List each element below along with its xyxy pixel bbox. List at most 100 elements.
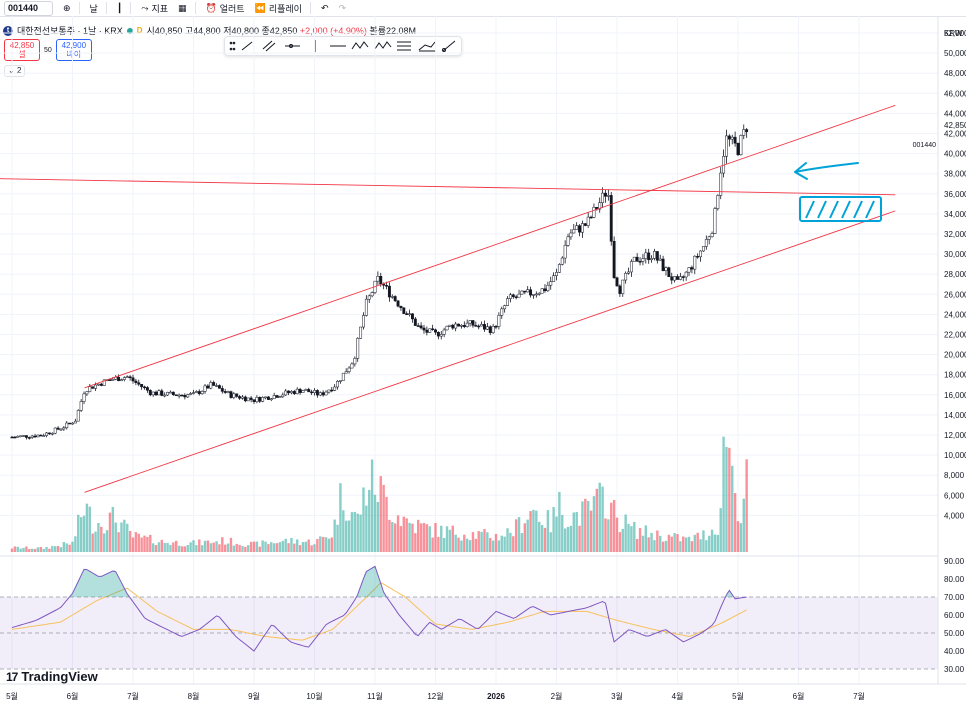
candle-body <box>379 276 383 285</box>
volume-bar <box>595 488 599 552</box>
candle-body <box>353 358 357 365</box>
volume-bar <box>339 483 342 552</box>
candle-body <box>557 264 561 273</box>
volume-bar <box>68 544 71 552</box>
volume-bar <box>218 544 221 552</box>
volume-bar <box>402 516 406 552</box>
rsi-panel <box>0 596 938 670</box>
drag-handle-icon[interactable] <box>229 41 236 51</box>
volume-bar <box>71 541 74 552</box>
undo-icon[interactable]: ↶ <box>320 2 329 13</box>
candle-body <box>364 298 368 316</box>
long-position-icon[interactable] <box>418 41 436 52</box>
volume-bar <box>241 546 244 552</box>
candle-body <box>53 427 57 434</box>
rsi-tick-label: 90.00 <box>944 557 965 566</box>
delayed-badge: D <box>136 26 143 35</box>
redo-icon[interactable]: ↷ <box>338 2 347 13</box>
volume-bar <box>36 547 40 552</box>
volume-bar <box>503 536 506 552</box>
candle-body <box>356 338 360 359</box>
fib-retracement-icon[interactable] <box>397 41 411 51</box>
volume-bar <box>111 506 115 552</box>
volume-bar <box>327 538 331 552</box>
candle-body <box>131 377 135 382</box>
candle-style-icon[interactable]: ┃ <box>116 2 123 13</box>
candle-body <box>315 390 319 396</box>
alerts-button[interactable]: ⏰ 얼러트 <box>206 2 245 15</box>
replay-button[interactable]: ⏪ 리플레이 <box>255 2 302 15</box>
candle-body <box>321 392 325 396</box>
rsi-tick-label: 70.00 <box>944 593 965 602</box>
volume-bar <box>62 542 66 552</box>
candle-body <box>658 258 662 261</box>
trendline <box>84 104 896 389</box>
compare-icon[interactable]: ⊕ <box>63 2 71 13</box>
rsi-lines <box>11 565 747 652</box>
x-tick-label: 6월 <box>67 691 79 701</box>
candle-body <box>313 390 316 393</box>
x-tick-label: 10월 <box>306 691 322 701</box>
path-icon[interactable] <box>351 41 369 50</box>
toolbar-divider <box>194 2 196 14</box>
candle-body <box>27 437 31 439</box>
candle-body <box>609 195 613 242</box>
volume-bar <box>126 523 129 552</box>
candle-body <box>10 436 14 439</box>
indicator-collapse-button[interactable]: ⌄ 2 <box>4 65 26 77</box>
candle-body <box>580 223 584 233</box>
templates-icon[interactable]: ▦ <box>178 2 187 13</box>
y-tick-label: 28,000 <box>944 270 966 279</box>
volume-bar <box>563 528 567 552</box>
xabcd-pattern-icon[interactable] <box>374 41 392 50</box>
parallel-channel-icon[interactable] <box>262 40 276 52</box>
buy-label: 바이 <box>66 50 82 59</box>
candle-body <box>727 135 731 140</box>
volume-bar <box>489 537 492 552</box>
candle-body <box>745 129 749 133</box>
candle-body <box>454 323 458 329</box>
volume-bar <box>347 520 351 552</box>
candle-body <box>436 331 440 337</box>
y-tick-label: 48,000 <box>944 69 966 78</box>
candle-body <box>238 396 242 399</box>
horizontal-ray-icon[interactable] <box>285 44 300 48</box>
candle-body <box>373 280 377 293</box>
volume-bar <box>538 521 541 552</box>
volume-bar <box>627 523 630 552</box>
symbol-search-input[interactable]: 001440 <box>4 0 53 16</box>
interval-button[interactable]: 날 <box>89 3 98 14</box>
volume-bar <box>310 545 313 552</box>
brush-icon[interactable] <box>442 40 456 52</box>
buy-button[interactable]: 42,900 바이 <box>55 39 92 61</box>
candle-body <box>664 267 668 271</box>
volume-bar <box>497 540 501 552</box>
volume-bar <box>223 544 227 552</box>
symbol-price-label: 001440 <box>912 142 936 149</box>
y-tick-label: 40,000 <box>944 150 966 159</box>
trend-line-icon[interactable] <box>241 41 253 51</box>
candle-body <box>416 325 420 327</box>
candle-body <box>385 285 388 287</box>
candle-body <box>485 326 489 330</box>
candle-body <box>598 202 602 210</box>
candle-body <box>681 276 685 278</box>
toolbar-divider <box>78 2 80 14</box>
candle-body <box>632 256 636 262</box>
volume-bar <box>108 512 112 552</box>
y-tick-label: 6,000 <box>944 491 965 500</box>
volume-bar <box>434 523 437 552</box>
y-tick-label: 34,000 <box>944 210 966 219</box>
volume-bar <box>134 532 138 552</box>
sell-button[interactable]: 42,850 셀 <box>4 39 40 61</box>
volume-bar <box>186 544 189 552</box>
candle-body <box>362 315 365 328</box>
symbol-title[interactable]: 대한전선보통주 · 1날 · KRX <box>17 26 123 36</box>
candle-body <box>549 281 553 286</box>
volume-bar <box>316 538 319 552</box>
volume-bar <box>500 535 503 552</box>
indicators-button[interactable]: ⤳ 지표 <box>141 2 168 15</box>
volume-bar <box>183 546 187 552</box>
y-tick-label: 38,000 <box>944 170 966 179</box>
